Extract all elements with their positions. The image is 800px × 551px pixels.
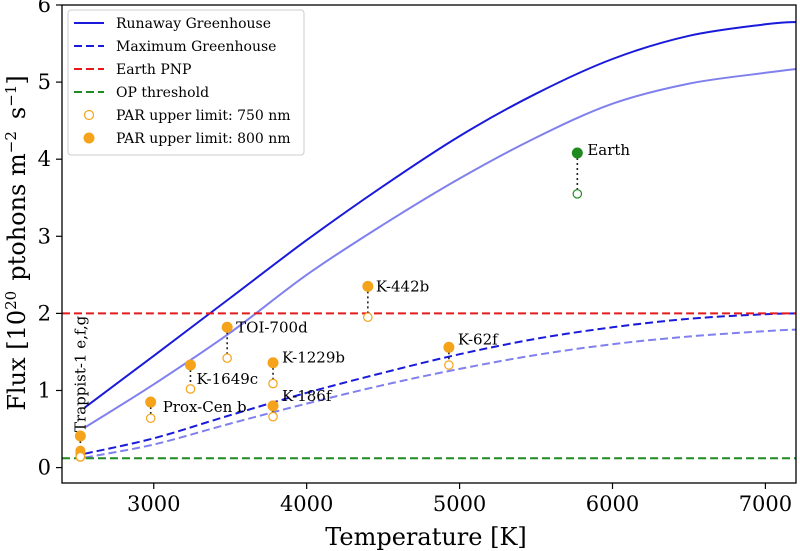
planet-point-750nm (75, 451, 86, 462)
planet-point-750nm (145, 413, 156, 424)
y-tick-label: 2 (38, 301, 51, 325)
legend: Runaway Greenhouse Maximum Greenhouse Eart… (67, 9, 305, 156)
legend-label: PAR upper limit: 750 nm (116, 108, 291, 124)
legend-label: OP threshold (116, 85, 209, 101)
legend-swatch (83, 132, 95, 144)
axes: 3000 4000 5000 6000 7000 0 1 2 3 4 5 6 (38, 0, 797, 516)
planet-point-750nm (444, 360, 454, 370)
planet-point-750nm (572, 189, 583, 199)
planet-point-750nm (185, 384, 196, 394)
planet-label: K-442b (376, 277, 429, 295)
planet-point-800nm (443, 341, 455, 353)
planet-point-800nm (267, 357, 279, 369)
planet-label: TOI-700d (236, 318, 308, 336)
legend-label: Earth PNP (116, 62, 191, 78)
planet-label: K-1649c (196, 370, 258, 388)
y-tick-label: 0 (38, 456, 51, 480)
series-line-maximum (84, 312, 796, 455)
planet-label: K-186f (282, 387, 333, 405)
planet-point-800nm (362, 280, 374, 292)
planet-point-800nm (571, 147, 583, 159)
y-tick-label: 5 (38, 70, 51, 94)
y-tick-label: 6 (38, 0, 51, 17)
series-line-maximum_light (84, 328, 796, 459)
x-tick-label: 6000 (586, 492, 639, 516)
planet-k-186f: K-186f (267, 387, 333, 422)
planet-label: K-1229b (282, 349, 345, 367)
planet-point-750nm (268, 378, 278, 389)
planet-point-800nm (184, 359, 196, 371)
planet-k-62f: K-62f (443, 330, 499, 370)
planet-k-1649c: K-1649c (184, 359, 258, 394)
plot-area: Trappist-1 e,f,g Prox-Cen b K-1649c TOI-700… (62, 21, 796, 462)
planet-label: Trappist-1 e,f,g (71, 315, 89, 432)
x-tick-label: 5000 (433, 492, 486, 516)
legend-label: Maximum Greenhouse (116, 39, 276, 55)
legend-label: PAR upper limit: 800 nm (116, 131, 291, 147)
planet-trappist-1-e-f-g: Trappist-1 e,f,g (71, 315, 89, 462)
planet-point-800nm (221, 321, 233, 333)
planet-point-750nm (268, 411, 278, 422)
y-axis-title: Flux [1020ptohons m−2s−1] (2, 75, 31, 410)
legend-label: Runaway Greenhouse (116, 16, 271, 32)
planet-label: K-62f (458, 330, 499, 348)
legend-box (67, 9, 305, 156)
planet-k-442b: K-442b (362, 277, 429, 323)
planet-toi-700d: TOI-700d (221, 318, 308, 363)
axes-frame (61, 4, 797, 484)
legend-swatch (83, 109, 95, 121)
planet-earth: Earth (571, 141, 630, 199)
y-tick-label: 1 (38, 378, 51, 402)
x-axis-title: Temperature [K] (325, 523, 527, 551)
series-group: Trappist-1 e,f,g Prox-Cen b K-1649c TOI-700… (62, 21, 796, 462)
planet-point-800nm (267, 400, 279, 412)
x-tick-label: 3000 (127, 492, 180, 516)
series-line-runaway (84, 21, 796, 409)
y-tick-label: 4 (38, 147, 51, 171)
planet-label: Prox-Cen b (163, 398, 247, 416)
planet-label: Earth (587, 141, 630, 159)
planet-point-800nm (145, 396, 157, 408)
planet-point-750nm (222, 353, 232, 363)
y-tick-label: 3 (38, 224, 51, 248)
x-tick-label: 7000 (739, 492, 792, 516)
planet-prox-cen-b: Prox-Cen b (145, 396, 247, 424)
planet-point-750nm (363, 312, 373, 323)
series-line-runaway_light (84, 68, 796, 429)
planet-k-1229b: K-1229b (267, 349, 345, 389)
planet-point-800nm (74, 430, 86, 442)
x-tick-label: 4000 (280, 492, 333, 516)
